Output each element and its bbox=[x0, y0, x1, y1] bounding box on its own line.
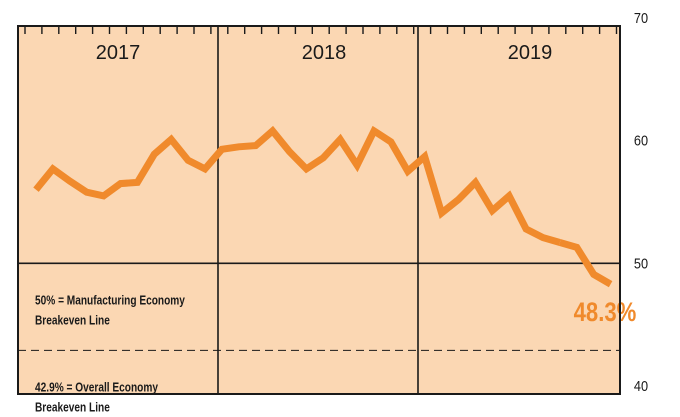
reference-lines bbox=[18, 262, 620, 351]
year-label: 2019 bbox=[508, 42, 553, 64]
reference-notes: 50% = Manufacturing Economy Breakeven Lin… bbox=[35, 293, 185, 415]
y-tick-label: 70 bbox=[634, 9, 648, 26]
series-group bbox=[33, 125, 613, 288]
latest-value-callout: 48.3% bbox=[574, 298, 637, 328]
month-ticks bbox=[24, 26, 618, 34]
y-axis-tick-labels: 70 60 50 40 bbox=[634, 9, 648, 394]
reference-line-label: Breakeven Line bbox=[35, 400, 110, 414]
year-label: 2017 bbox=[96, 42, 141, 64]
callouts: 48.3% bbox=[574, 298, 637, 328]
reference-line-label: 50% = Manufacturing Economy bbox=[35, 293, 185, 307]
year-dividers bbox=[217, 26, 419, 394]
y-tick-label: 60 bbox=[634, 132, 648, 149]
series-line bbox=[33, 125, 561, 246]
plot-frame bbox=[17, 25, 621, 395]
year-label: 2018 bbox=[302, 42, 347, 64]
y-tick-label: 50 bbox=[634, 254, 648, 271]
reference-line-label: 42.9% = Overall Economy bbox=[35, 380, 158, 394]
plot-background bbox=[18, 26, 620, 394]
year-labels: 2017 2018 2019 bbox=[96, 42, 553, 64]
reference-line-label: Breakeven Line bbox=[35, 313, 110, 327]
y-tick-label: 40 bbox=[634, 377, 648, 394]
series-line bbox=[558, 239, 613, 288]
